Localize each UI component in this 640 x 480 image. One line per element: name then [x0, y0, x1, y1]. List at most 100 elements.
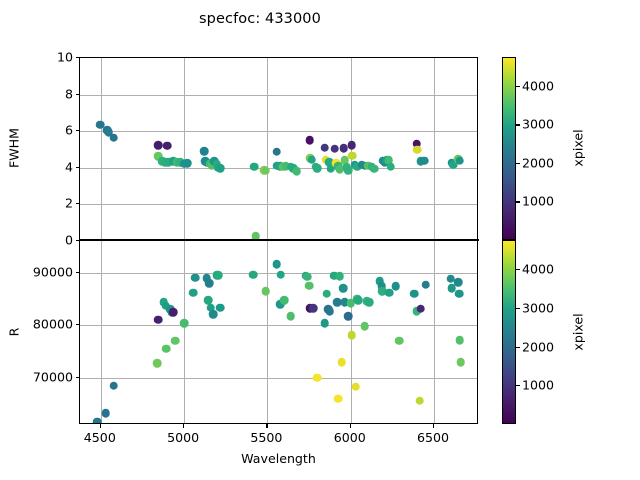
- colorbar-tick-label: 4000: [522, 261, 555, 277]
- scatter-point: [206, 303, 216, 313]
- colorbar-top-label: xpixel: [570, 129, 586, 167]
- scatter-point: [375, 276, 385, 286]
- scatter-point: [215, 163, 225, 173]
- colorbar-tick-mark: [516, 269, 520, 271]
- scatter-point: [154, 152, 163, 161]
- scatter-point: [313, 163, 322, 173]
- y-tick-label: 2: [64, 195, 73, 211]
- scatter-point: [360, 321, 370, 331]
- scatter-point: [351, 382, 360, 391]
- y-tick-label: 80000: [32, 316, 73, 332]
- scatter-point: [161, 344, 171, 354]
- x-tick-label: 5500: [250, 430, 283, 445]
- colorbar-tick-mark: [516, 346, 520, 348]
- scatter-point: [456, 357, 465, 367]
- x-tick-mark: [266, 424, 268, 428]
- scatter-point: [204, 278, 214, 288]
- scatter-point: [348, 151, 357, 161]
- scatter-point: [386, 162, 395, 172]
- x-tick-label: 6000: [333, 430, 366, 445]
- scatter-point: [304, 281, 314, 290]
- gridline-horizontal: [80, 94, 477, 96]
- x-tick-label: 4500: [83, 430, 116, 445]
- y-tick-mark: [75, 166, 79, 168]
- colorbar-tick-label: 2000: [522, 155, 555, 171]
- x-tick-mark: [99, 424, 101, 428]
- gridline-vertical: [100, 241, 102, 423]
- colorbar-top: [502, 57, 516, 240]
- scatter-point: [343, 165, 353, 175]
- scatter-point: [276, 270, 286, 279]
- scatter-point: [454, 289, 464, 298]
- scatter-point: [335, 271, 345, 281]
- fwhm-y-axis-label: FWHM: [6, 127, 22, 169]
- colorbar-tick-label: 1000: [522, 377, 555, 393]
- scatter-point: [455, 156, 465, 166]
- scatter-point: [251, 232, 261, 240]
- scatter-point: [369, 164, 379, 173]
- scatter-point: [109, 133, 119, 142]
- scatter-point: [346, 298, 356, 308]
- y-tick-label: 4: [64, 159, 73, 175]
- scatter-point: [261, 286, 271, 296]
- colorbar-tick-label: 3000: [522, 116, 555, 132]
- scatter-point: [183, 158, 192, 168]
- gridline-vertical: [434, 241, 436, 423]
- scatter-point: [347, 330, 356, 340]
- scatter-point: [163, 157, 173, 167]
- y-tick-label: 8: [64, 86, 73, 102]
- scatter-point: [364, 297, 374, 307]
- colorbar-tick-mark: [516, 162, 520, 165]
- y-tick-mark: [75, 240, 79, 242]
- scatter-point: [419, 156, 429, 166]
- scatter-point: [416, 304, 425, 314]
- gridline-vertical: [434, 58, 436, 240]
- scatter-point: [324, 158, 334, 167]
- scatter-point: [343, 311, 353, 321]
- scatter-point: [384, 288, 394, 297]
- scatter-point: [326, 164, 336, 173]
- scatter-point: [154, 315, 163, 325]
- scatter-point: [190, 273, 200, 283]
- y-tick-mark: [75, 130, 79, 132]
- gridline-vertical: [184, 58, 186, 240]
- scatter-point: [347, 140, 356, 150]
- gridline-horizontal: [80, 204, 477, 206]
- x-axis-label: Wavelength: [241, 451, 316, 466]
- scatter-point: [248, 270, 258, 279]
- scatter-point: [308, 303, 318, 313]
- scatter-point: [353, 296, 363, 305]
- colorbar-bottom-label: xpixel: [570, 313, 586, 351]
- gridline-vertical: [267, 241, 269, 423]
- colorbar-tick-label: 1000: [522, 193, 555, 209]
- scatter-point: [93, 417, 102, 423]
- gridline-vertical: [184, 241, 186, 423]
- y-tick-mark: [75, 376, 79, 378]
- gridline-horizontal: [80, 325, 477, 327]
- scatter-point: [335, 164, 345, 174]
- colorbar-tick-label: 2000: [522, 339, 555, 355]
- scatter-point: [320, 143, 330, 152]
- x-tick-mark: [349, 424, 351, 428]
- scatter-point: [199, 147, 209, 156]
- gridline-vertical: [267, 58, 269, 240]
- scatter-point: [104, 127, 114, 137]
- y-tick-label: 10: [56, 49, 73, 65]
- scatter-point: [322, 289, 331, 298]
- scatter-point: [213, 270, 223, 280]
- scatter-point: [421, 280, 430, 289]
- scatter-point: [202, 274, 211, 283]
- colorbar-tick-mark: [516, 85, 520, 87]
- scatter-point: [415, 396, 425, 406]
- scatter-point: [330, 144, 340, 153]
- colorbar-tick-mark: [516, 385, 520, 387]
- x-tick-mark: [183, 424, 185, 428]
- y-tick-label: 70000: [32, 369, 73, 385]
- scatter-point: [412, 145, 422, 154]
- scatter-point: [286, 311, 296, 321]
- scatter-point: [170, 336, 180, 346]
- colorbar-tick-label: 3000: [522, 300, 555, 316]
- colorbar-tick-mark: [516, 201, 520, 203]
- panel-divider: [79, 239, 479, 241]
